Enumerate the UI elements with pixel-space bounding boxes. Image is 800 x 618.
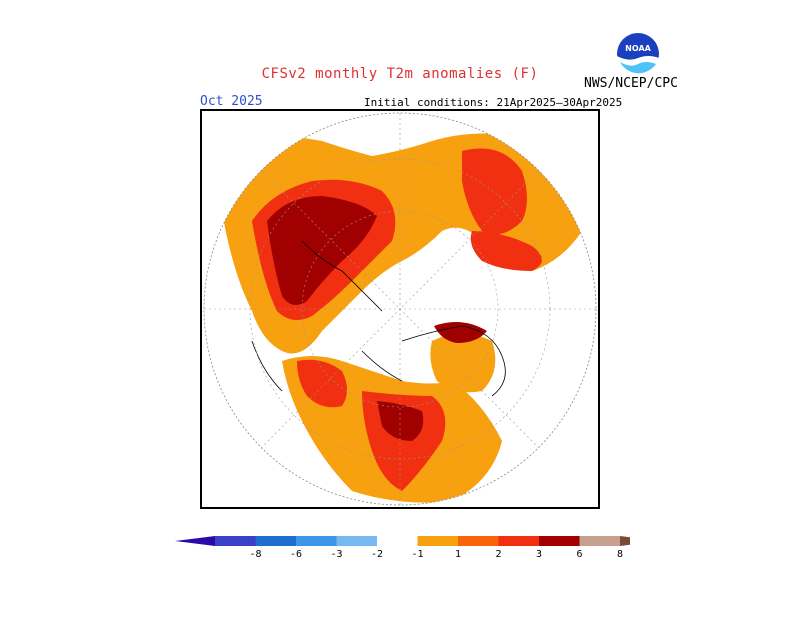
colorbar-bin	[255, 536, 296, 546]
colorbar-bin	[498, 536, 539, 546]
colorbar-bin	[458, 536, 499, 546]
colorbar-bin	[620, 536, 630, 546]
colorbar-tick-label: 8	[617, 549, 623, 560]
colorbar-tick-label: -8	[249, 549, 261, 560]
colorbar-bin	[215, 536, 256, 546]
colorbar-bin	[336, 536, 377, 546]
map-panel	[200, 109, 600, 509]
colorbar-bin	[175, 536, 215, 546]
colorbar-tick-label: 3	[536, 549, 542, 560]
anomaly-region-alaska-red	[297, 359, 347, 408]
colorbar-tick-label: -3	[330, 549, 342, 560]
anomaly-region-greenland-darkred	[434, 322, 487, 343]
colorbar-tick-label: -2	[371, 549, 383, 560]
graticule	[204, 113, 596, 505]
colorbar-bin	[377, 536, 418, 546]
coastlines	[251, 240, 506, 397]
colorbar-tick-label: 2	[495, 549, 501, 560]
colorbar-tick-label: 6	[576, 549, 582, 560]
colorbar-bin	[579, 536, 620, 546]
colorbar-bin	[539, 536, 580, 546]
colorbar-bin	[296, 536, 337, 546]
anomaly-region-mediterranean-red	[470, 231, 542, 271]
noaa-logo: NOAA	[616, 33, 659, 76]
map-title: CFSv2 monthly T2m anomalies (F)	[261, 66, 539, 82]
initial-conditions: Initial conditions: 21Apr2025–30Apr2025	[364, 96, 623, 109]
forecast-period: Oct 2025	[200, 94, 263, 109]
anomaly-region-greenland	[430, 333, 496, 393]
anomaly-region-europe-red	[462, 148, 527, 235]
svg-text:NOAA: NOAA	[625, 44, 651, 53]
colorbar-tick-label: -1	[411, 549, 423, 560]
anomaly-region-canada-darkred	[377, 401, 424, 441]
colorbar-tick-label: 1	[455, 549, 461, 560]
polar-stereographic-map	[203, 112, 597, 506]
colorbar-bin	[417, 536, 458, 546]
anomaly-region-siberia-darkred	[267, 196, 377, 305]
agency-label: NWS/NCEP/CPC	[584, 76, 678, 91]
colorbar: -8 -6 -3 -2 -1 1 2 3 6 8	[175, 536, 630, 560]
colorbar-tick-label: -6	[290, 549, 302, 560]
map-boundary	[203, 112, 597, 506]
